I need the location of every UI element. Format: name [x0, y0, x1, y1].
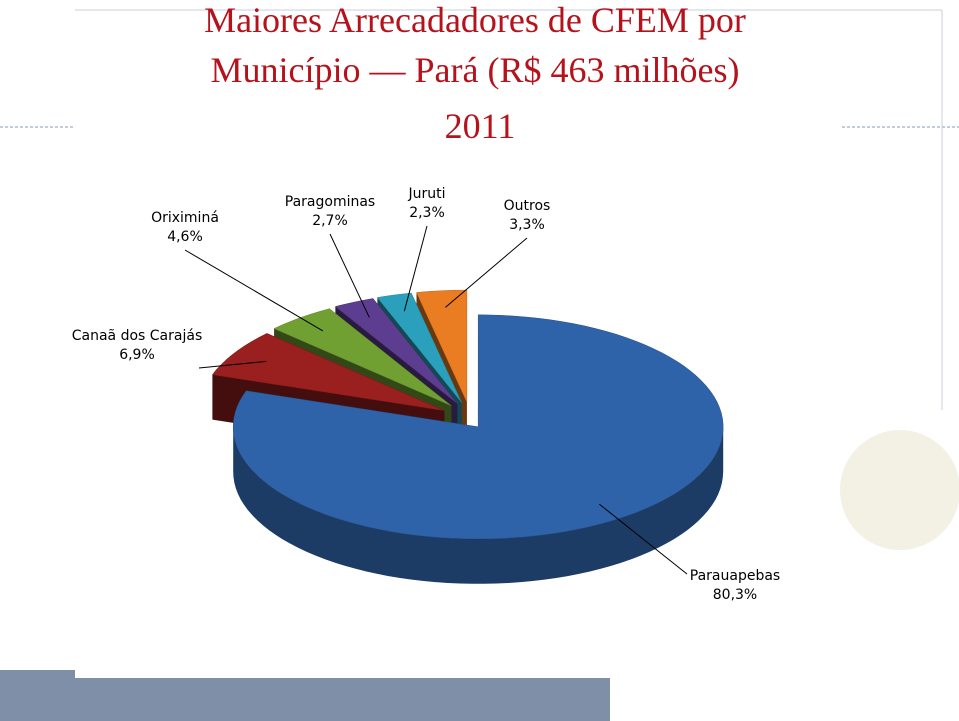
- category-label: Canaã dos Carajás: [72, 328, 202, 344]
- slice-wall: [233, 426, 724, 584]
- value-label: 80,3%: [713, 587, 757, 603]
- title-line: Maiores Arrecadadores de CFEM por: [204, 0, 746, 40]
- category-label: Parauapebas: [690, 568, 780, 584]
- leader-line: [599, 503, 688, 575]
- leader-line: [184, 249, 324, 332]
- value-label: 6,9%: [119, 347, 155, 363]
- title-line: Município — Pará (R$ 463 milhões): [211, 50, 740, 90]
- leader-line: [403, 225, 428, 312]
- category-label: Oriximiná: [151, 210, 219, 226]
- slice-top: [334, 298, 458, 404]
- leader-line: [198, 360, 267, 369]
- category-label: Paragominas: [285, 194, 375, 210]
- footer-band: [0, 670, 75, 721]
- category-label: Juruti: [407, 186, 445, 202]
- slice: [232, 314, 724, 584]
- value-label: 2,7%: [312, 213, 348, 229]
- slice-top: [232, 314, 724, 540]
- slice-top: [376, 292, 462, 403]
- footer-band: [75, 678, 610, 721]
- value-label: 4,6%: [167, 229, 203, 245]
- value-label: 2,3%: [409, 205, 445, 221]
- leader-line: [445, 237, 528, 308]
- pie: Parauapebas 80,3% Canaã dos Carajás 6,9% Ori…: [72, 186, 780, 603]
- value-label: 3,3%: [509, 217, 545, 233]
- slice-top: [211, 333, 445, 411]
- leader-line: [329, 233, 370, 318]
- subtitle: 2011: [445, 106, 516, 146]
- decor-logo: [840, 430, 959, 550]
- category-label: Outros: [504, 198, 551, 214]
